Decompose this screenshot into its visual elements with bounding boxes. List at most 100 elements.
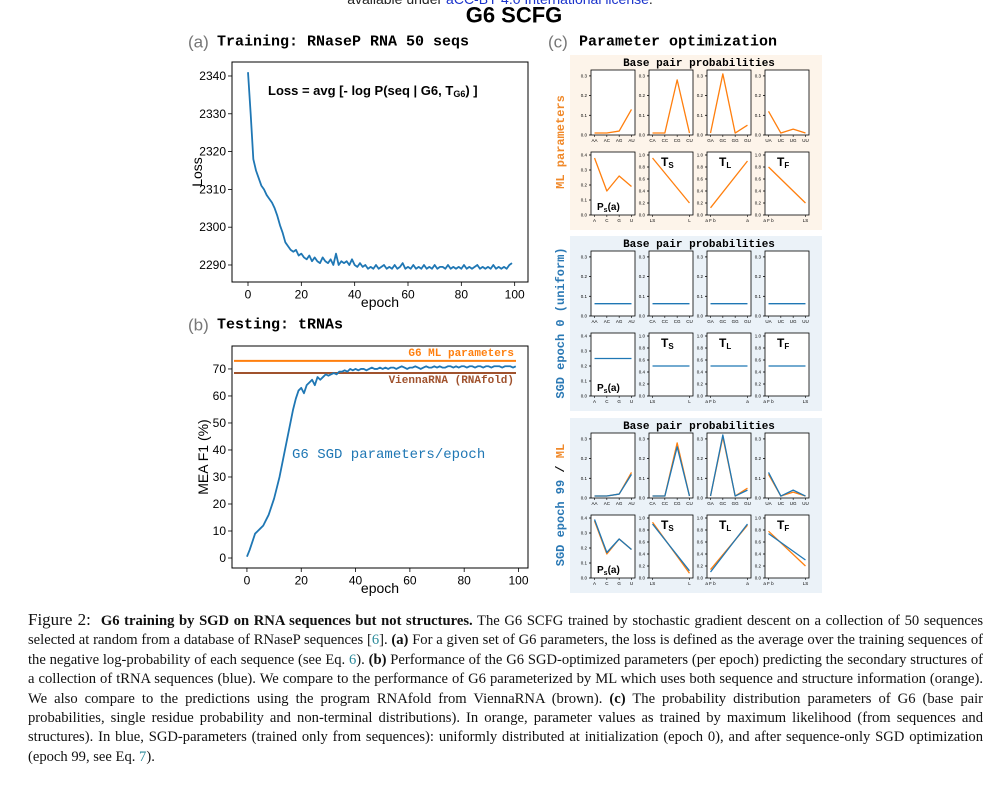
series-line [594, 109, 633, 134]
y-tick-label: 0.6 [755, 177, 762, 182]
plot-frame [764, 69, 810, 136]
x-tick-label: C [605, 581, 609, 586]
plot-frame [590, 332, 636, 397]
y-tick-label: 0.2 [755, 201, 762, 206]
chart-label-main: P [597, 202, 604, 213]
x-tick-label: UA [765, 501, 771, 506]
x-tick-label: U [630, 581, 633, 586]
x-tick-label: GU [744, 501, 751, 506]
x-tick-label: a [746, 581, 749, 586]
plot-frame [648, 250, 694, 317]
x-tick-label: L [688, 581, 691, 586]
y-tick-label: 2290 [199, 258, 226, 272]
y-tick-label: 0.2 [697, 382, 704, 387]
chart-label-sub: s [604, 388, 608, 395]
y-tick-label: 0.0 [755, 213, 762, 218]
y-tick-label: 0.8 [697, 346, 704, 351]
y-tick-label: 0.0 [639, 133, 646, 138]
figure-title: G6 SCFG [466, 3, 563, 28]
y-tick-label: 1.0 [755, 334, 762, 339]
x-tick-label: CU [686, 501, 693, 506]
y-tick-label: 0.6 [639, 358, 646, 363]
y-tick-label: 0.2 [755, 93, 762, 98]
chart-label: TF [777, 518, 789, 533]
x-tick-label: UG [790, 501, 797, 506]
x-tick-label: L [688, 218, 691, 223]
chart-label: TL [719, 336, 731, 351]
x-tick-label: UG [790, 319, 797, 324]
series-line [652, 446, 691, 497]
x-tick-label: GG [732, 138, 740, 143]
x-tick-label: LS [650, 218, 656, 223]
series-line [593, 157, 632, 192]
y-tick-label: 0.0 [697, 314, 704, 319]
y-tick-label: 1.0 [697, 153, 704, 158]
chart-label-main: T [661, 155, 669, 169]
y-tick-label: 0.2 [639, 93, 646, 98]
x-tick-label: CC [662, 501, 669, 506]
x-tick-label: AU [628, 319, 634, 324]
caption-text: (a) [391, 632, 409, 649]
chart-label-sub: s [604, 207, 608, 214]
y-tick-label: 0.2 [639, 564, 646, 569]
y-tick-label: 0.1 [755, 476, 762, 481]
x-tick-label: CC [662, 319, 669, 324]
chart-label-sub: L [726, 342, 731, 351]
x-tick-label: U [630, 399, 633, 404]
y-tick-label: 0.1 [697, 294, 704, 299]
y-tick-label: 0.1 [639, 476, 646, 481]
chart-label: Ps(a) [597, 383, 620, 395]
annotation: Loss = avg [- log P(seq | G6, TG6) ] [268, 83, 478, 100]
y-tick-label: 0.2 [697, 274, 704, 279]
x-tick-label: CU [686, 319, 693, 324]
y-tick-label: 0.0 [697, 394, 704, 399]
caption-text: (c) [609, 690, 626, 707]
y-tick-label: 1.0 [697, 516, 704, 521]
y-tick-label: 0.4 [581, 153, 588, 158]
x-tick-label: 40 [348, 287, 362, 301]
caption-text: 6 [348, 651, 357, 668]
y-tick-label: 0.0 [697, 213, 704, 218]
notice-text: available under [347, 0, 446, 7]
y-tick-label: 2320 [199, 145, 226, 159]
y-tick-label: 50 [213, 416, 227, 430]
y-tick-label: 0 [219, 551, 226, 565]
x-tick-label: 80 [455, 287, 469, 301]
caption-text: (b) [368, 651, 387, 668]
y-tick-label: 0.3 [581, 168, 588, 173]
side-label-part: SGD epoch 0 (uniform) [554, 247, 568, 398]
y-tick-label: 2330 [199, 107, 226, 121]
y-tick-label: 2340 [199, 69, 226, 83]
y-tick-label: 30 [213, 470, 227, 484]
y-tick-label: 40 [213, 443, 227, 457]
x-tick-label: GU [744, 319, 751, 324]
y-tick-label: 0.2 [581, 456, 588, 461]
x-tick-label: GU [744, 138, 751, 143]
x-tick-label: GC [719, 319, 727, 324]
y-tick-label: 0.8 [697, 165, 704, 170]
y-tick-label: 0.2 [697, 93, 704, 98]
x-tick-label: AC [604, 501, 611, 506]
x-tick-label: 80 [458, 573, 472, 587]
y-tick-label: 70 [213, 362, 227, 376]
series-line [768, 530, 806, 567]
y-tick-label: 0.3 [697, 254, 704, 259]
y-tick-label: 0.1 [581, 476, 588, 481]
x-tick-label: AU [628, 501, 634, 506]
group-subtitle: Base pair probabilities [623, 421, 775, 433]
x-tick-label: GG [732, 501, 740, 506]
x-tick-label: A [593, 581, 596, 586]
series-line [593, 519, 632, 554]
chart-label-sub: F [784, 524, 789, 533]
y-tick-label: 10 [213, 524, 227, 538]
y-tick-label: 0.3 [697, 436, 704, 441]
x-tick-label: GA [707, 319, 714, 324]
x-tick-label: a [746, 399, 749, 404]
x-tick-label: 60 [401, 287, 415, 301]
y-tick-label: 0.1 [697, 476, 704, 481]
y-tick-label: 0.2 [639, 201, 646, 206]
y-tick-label: 0.8 [755, 165, 762, 170]
y-tick-label: 0.2 [697, 564, 704, 569]
x-tick-label: 100 [508, 573, 528, 587]
